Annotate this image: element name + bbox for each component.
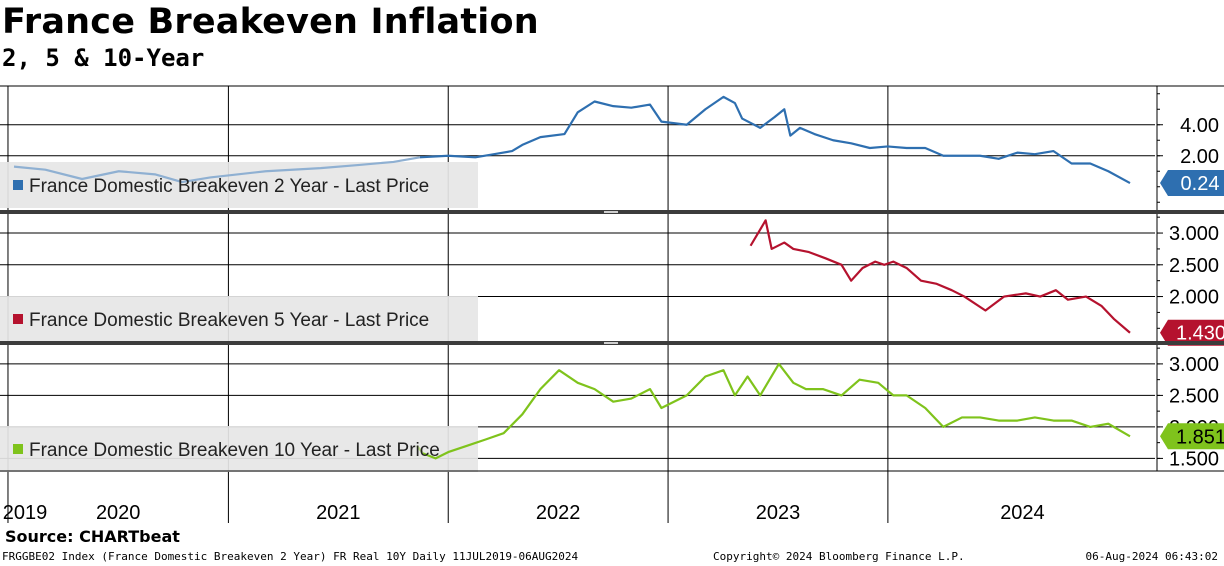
legend-box — [0, 296, 478, 342]
last-value-label: 0.24 — [1181, 173, 1220, 195]
chart-panel-top: 2.00 4.00 France Domestic Breakeven 2 Year… — [0, 93, 1224, 208]
divider-grip-icon[interactable] — [604, 211, 618, 213]
y-tick-label: 2.00 — [1180, 146, 1219, 168]
y-tick-label: 1.500 — [1169, 448, 1219, 470]
legend-box — [0, 426, 478, 472]
y-tick-label: 2.500 — [1169, 385, 1219, 407]
legend-label: France Domestic Breakeven 5 Year - Last … — [29, 310, 429, 331]
y-tick-label: 4.00 — [1180, 115, 1219, 137]
legend-swatch — [13, 314, 23, 324]
series-line — [419, 95, 1131, 184]
chart-panel-middle: 2.000 2.500 3.000 France Domestic Breakeven… — [0, 216, 1224, 346]
legend-label: France Domestic Breakeven 2 Year - Last … — [29, 176, 429, 197]
footer-index-info: FRGGBE02 Index (France Domestic Breakeve… — [2, 550, 579, 563]
y-tick-label: 3.000 — [1169, 354, 1219, 376]
source-note: Source: CHARTbeat — [5, 527, 180, 546]
last-value-label: 1.430 — [1176, 323, 1224, 345]
x-tick-label: 2024 — [1000, 502, 1045, 524]
series-line — [422, 362, 1131, 460]
x-tick-label: 2019 — [3, 502, 48, 524]
series-line — [749, 219, 1131, 334]
legend-swatch — [13, 180, 23, 190]
footer-copyright: Copyright© 2024 Bloomberg Finance L.P. — [713, 550, 965, 563]
chart-title: France Breakeven Inflation — [2, 2, 539, 42]
footer-timestamp: 06-Aug-2024 06:43:02 — [1085, 550, 1218, 563]
x-tick-label: 2023 — [756, 502, 801, 524]
divider-grip-icon[interactable] — [604, 342, 618, 344]
legend-swatch — [13, 444, 23, 454]
chart-subtitle: 2, 5 & 10-Year — [2, 44, 205, 72]
x-tick-label: 2021 — [316, 502, 361, 524]
x-tick-label: 2020 — [96, 502, 141, 524]
last-value-label: 1.851 — [1176, 426, 1224, 448]
last-value-tag — [1160, 170, 1224, 197]
last-value-tag — [1160, 319, 1224, 346]
series-line-faded — [13, 156, 421, 184]
y-tick-label: 3.000 — [1169, 223, 1219, 245]
y-tick-label: 2.000 — [1169, 287, 1219, 309]
series-line-faded — [416, 445, 424, 455]
legend-label: France Domestic Breakeven 10 Year - Last… — [29, 440, 440, 461]
legend-box — [0, 162, 478, 208]
x-tick-label: 2022 — [536, 502, 581, 524]
last-value-tag — [1160, 423, 1224, 450]
y-tick-label: 2.500 — [1169, 255, 1219, 277]
